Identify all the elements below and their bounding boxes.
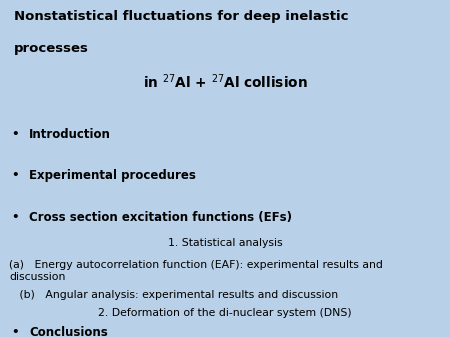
Text: •: • xyxy=(11,211,19,224)
Text: 1. Statistical analysis: 1. Statistical analysis xyxy=(168,238,282,248)
Text: Cross section excitation functions (EFs): Cross section excitation functions (EFs) xyxy=(29,211,292,224)
Text: processes: processes xyxy=(14,42,88,55)
Text: (a)   Energy autocorrelation function (EAF): experimental results and
discussion: (a) Energy autocorrelation function (EAF… xyxy=(9,260,383,282)
Text: •: • xyxy=(11,326,19,337)
Text: •: • xyxy=(11,128,19,141)
Text: Conclusions: Conclusions xyxy=(29,326,108,337)
Text: Experimental procedures: Experimental procedures xyxy=(29,168,196,182)
Text: 2. Deformation of the di-nuclear system (DNS): 2. Deformation of the di-nuclear system … xyxy=(98,308,352,318)
Text: Introduction: Introduction xyxy=(29,128,111,141)
Text: in $^{27}$Al + $^{27}$Al collision: in $^{27}$Al + $^{27}$Al collision xyxy=(143,72,307,91)
Text: (b)   Angular analysis: experimental results and discussion: (b) Angular analysis: experimental resul… xyxy=(9,290,338,301)
Text: •: • xyxy=(11,168,19,182)
Text: Nonstatistical fluctuations for deep inelastic: Nonstatistical fluctuations for deep ine… xyxy=(14,10,348,23)
